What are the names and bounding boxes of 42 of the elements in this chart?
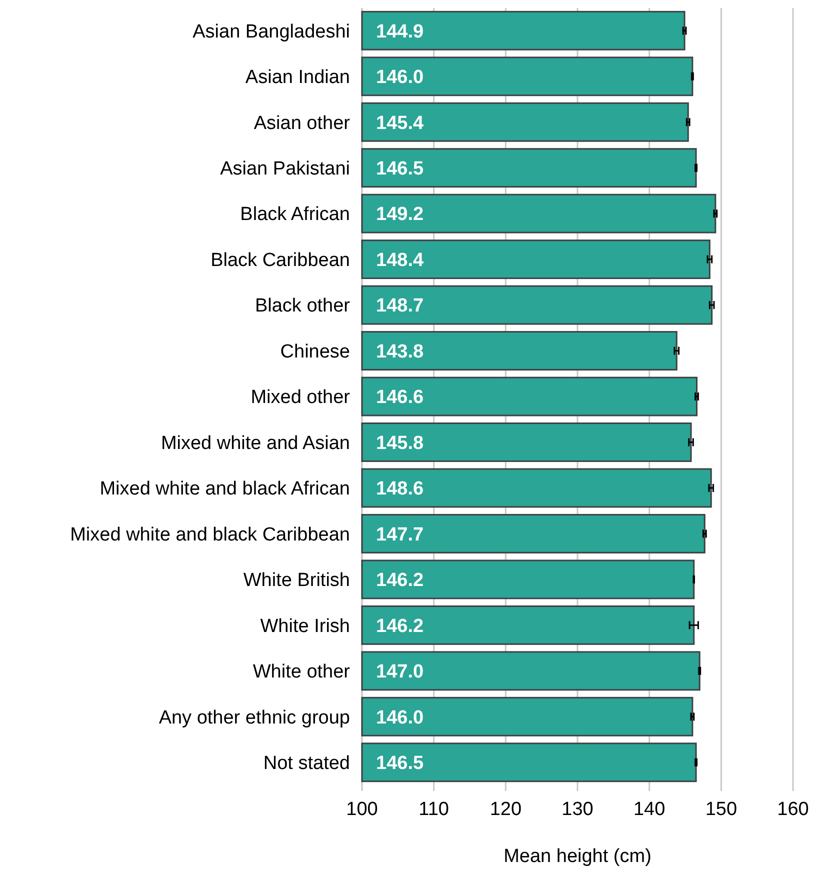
y-tick-label: Mixed white and black Caribbean [70,524,350,546]
data-label: 147.0 [376,662,424,683]
y-tick-label: Black African [240,204,350,226]
y-tick-label: White British [243,570,350,592]
x-tick-label: 150 [705,799,738,820]
data-label: 146.2 [376,616,424,637]
y-tick-label: Asian other [254,112,351,134]
x-tick-label: 120 [490,799,522,820]
y-tick-label: Mixed white and Asian [160,432,350,454]
data-label: 143.8 [376,341,424,362]
y-tick-label: Any other ethnic group [158,707,350,728]
data-label: 146.0 [376,67,424,88]
data-label: 149.2 [376,204,424,226]
data-label: 144.9 [376,21,424,42]
data-label: 146.6 [376,387,424,408]
data-label: 146.0 [376,707,424,728]
x-tick-label: 130 [562,799,594,820]
data-label: 145.4 [376,112,424,134]
data-label: 147.7 [376,524,424,546]
x-axis-title: Mean height (cm) [504,846,652,867]
y-tick-label: Black Caribbean [210,250,350,271]
data-label: 146.2 [376,570,424,592]
y-tick-label: Asian Indian [245,67,350,88]
y-tick-label: White Irish [260,616,350,637]
y-tick-label: Not stated [263,753,350,774]
y-tick-label: Mixed other [250,387,351,408]
data-label: 148.7 [376,296,424,317]
y-tick-label: Asian Bangladeshi [192,21,350,42]
y-tick-label: Chinese [280,341,350,362]
y-tick-label: White other [252,662,351,683]
data-label: 146.5 [376,753,424,774]
x-tick-label: 140 [633,799,666,820]
y-tick-label: Asian Pakistani [220,158,350,180]
x-tick-label: 110 [418,799,449,820]
x-tick-label: 100 [346,799,378,820]
y-tick-label: Mixed white and black African [100,478,350,500]
data-label: 148.6 [376,478,424,500]
data-label: 148.4 [376,250,424,271]
y-tick-label: Black other [254,296,351,317]
data-label: 145.8 [376,432,424,454]
x-tick-label: 160 [777,799,809,820]
data-label: 146.5 [376,158,424,180]
